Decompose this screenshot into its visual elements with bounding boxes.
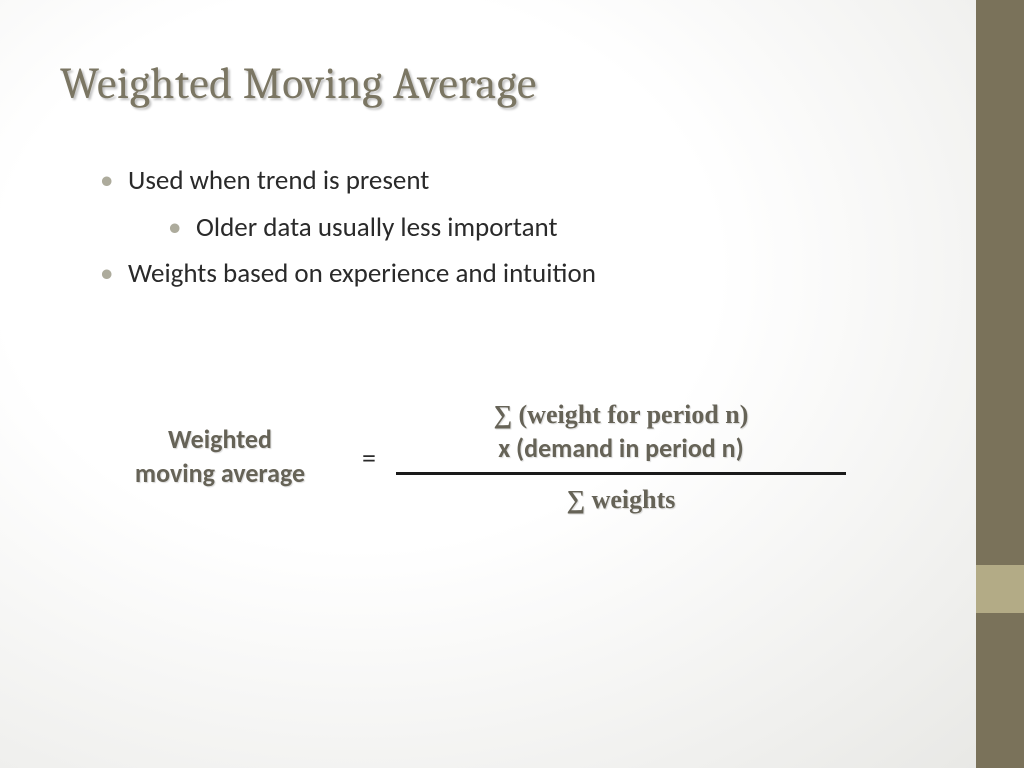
slide-title: Weighted Moving Average	[60, 58, 916, 109]
formula-rhs: ∑ (weight for period n) x (demand in per…	[396, 398, 846, 516]
bullet-list: Used when trend is present Older data us…	[60, 161, 916, 295]
formula-lhs-line1: Weighted	[168, 423, 272, 455]
formula-block: Weighted moving average = ∑ (weight for …	[90, 398, 950, 516]
bullet-item-sub: Older data usually less important	[168, 208, 916, 249]
sidebar-accent-box	[976, 565, 1024, 613]
formula-num-line1: ∑ (weight for period n)	[493, 400, 748, 429]
formula-lhs: Weighted moving average	[90, 423, 350, 491]
formula-num-line2: x (demand in period n)	[498, 432, 743, 464]
formula-denominator: ∑ weights	[567, 475, 676, 517]
slide-body: Weighted Moving Average Used when trend …	[0, 0, 976, 768]
bullet-item: Weights based on experience and intuitio…	[100, 254, 916, 295]
bullet-item: Used when trend is present	[100, 161, 916, 202]
sidebar-stripe	[976, 0, 1024, 768]
formula-equals: =	[362, 440, 376, 475]
formula-numerator: ∑ (weight for period n) x (demand in per…	[493, 398, 748, 472]
formula-lhs-line2: moving average	[135, 457, 305, 489]
